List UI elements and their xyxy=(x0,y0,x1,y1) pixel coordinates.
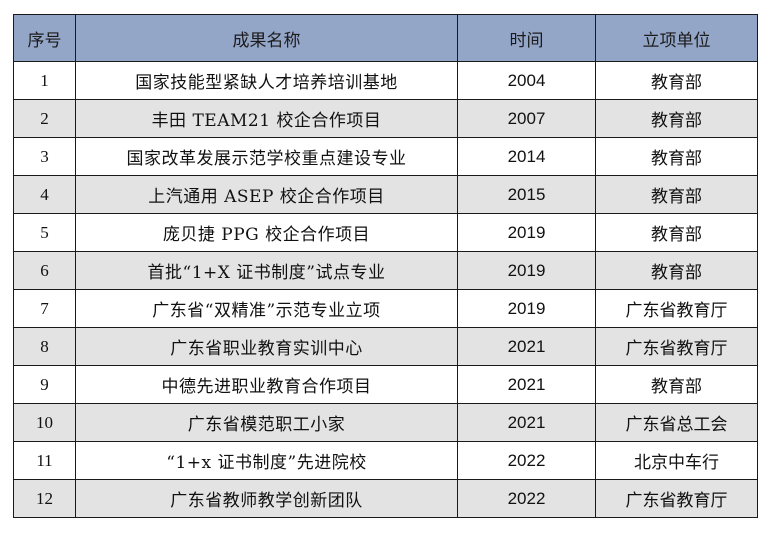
cell-approving-unit: 教育部 xyxy=(595,213,758,252)
cell-year: 2021 xyxy=(457,365,596,404)
cell-serial-number: 5 xyxy=(13,213,76,252)
table-row: 8 广东省职业教育实训中心 2021 广东省教育厅 xyxy=(13,327,758,366)
cell-achievement-name: “1+x 证书制度”先进院校 xyxy=(75,441,458,480)
cell-year: 2021 xyxy=(457,403,596,442)
cell-year: 2019 xyxy=(457,289,596,328)
table-header: 序号 成果名称 时间 立项单位 xyxy=(13,14,758,62)
cell-serial-number: 2 xyxy=(13,99,76,138)
table-row: 11 “1+x 证书制度”先进院校 2022 北京中车行 xyxy=(13,441,758,480)
cell-serial-number: 3 xyxy=(13,137,76,176)
table-row: 4 上汽通用 ASEP 校企合作项目 2015 教育部 xyxy=(13,175,758,214)
achievements-table: 序号 成果名称 时间 立项单位 1 国家技能型紧缺人才培养培训基地 2004 教育部 2… xyxy=(13,14,758,518)
cell-achievement-name: 庞贝捷 PPG 校企合作项目 xyxy=(75,213,458,252)
cell-achievement-name: 广东省职业教育实训中心 xyxy=(75,327,458,366)
cell-approving-unit: 教育部 xyxy=(595,175,758,214)
table-row: 5 庞贝捷 PPG 校企合作项目 2019 教育部 xyxy=(13,213,758,252)
cell-approving-unit: 教育部 xyxy=(595,99,758,138)
table-row: 7 广东省“双精准”示范专业立项 2019 广东省教育厅 xyxy=(13,289,758,328)
header-approving-unit: 立项单位 xyxy=(595,14,758,62)
cell-year: 2021 xyxy=(457,327,596,366)
cell-year: 2014 xyxy=(457,137,596,176)
cell-serial-number: 4 xyxy=(13,175,76,214)
cell-achievement-name: 丰田 TEAM21 校企合作项目 xyxy=(75,99,458,138)
table-row: 9 中德先进职业教育合作项目 2021 教育部 xyxy=(13,365,758,404)
cell-serial-number: 12 xyxy=(13,479,76,518)
table-row: 2 丰田 TEAM21 校企合作项目 2007 教育部 xyxy=(13,99,758,138)
table-row: 12 广东省教师教学创新团队 2022 广东省教育厅 xyxy=(13,479,758,518)
cell-serial-number: 10 xyxy=(13,403,76,442)
cell-year: 2019 xyxy=(457,251,596,290)
cell-year: 2015 xyxy=(457,175,596,214)
cell-approving-unit: 教育部 xyxy=(595,137,758,176)
table-row: 10 广东省模范职工小家 2021 广东省总工会 xyxy=(13,403,758,442)
header-serial-number: 序号 xyxy=(13,14,76,62)
table-body: 1 国家技能型紧缺人才培养培训基地 2004 教育部 2 丰田 TEAM21 校企合作项目… xyxy=(13,61,758,518)
cell-approving-unit: 教育部 xyxy=(595,61,758,100)
cell-achievement-name: 国家技能型紧缺人才培养培训基地 xyxy=(75,61,458,100)
table-row: 3 国家改革发展示范学校重点建设专业 2014 教育部 xyxy=(13,137,758,176)
cell-serial-number: 6 xyxy=(13,251,76,290)
cell-achievement-name: 广东省“双精准”示范专业立项 xyxy=(75,289,458,328)
cell-achievement-name: 上汽通用 ASEP 校企合作项目 xyxy=(75,175,458,214)
cell-achievement-name: 首批“1+X 证书制度”试点专业 xyxy=(75,251,458,290)
cell-serial-number: 11 xyxy=(13,441,76,480)
table-row: 1 国家技能型紧缺人才培养培训基地 2004 教育部 xyxy=(13,61,758,100)
cell-achievement-name: 中德先进职业教育合作项目 xyxy=(75,365,458,404)
cell-approving-unit: 北京中车行 xyxy=(595,441,758,480)
cell-achievement-name: 广东省模范职工小家 xyxy=(75,403,458,442)
cell-approving-unit: 广东省教育厅 xyxy=(595,479,758,518)
cell-serial-number: 8 xyxy=(13,327,76,366)
cell-serial-number: 1 xyxy=(13,61,76,100)
cell-serial-number: 7 xyxy=(13,289,76,328)
cell-achievement-name: 广东省教师教学创新团队 xyxy=(75,479,458,518)
cell-approving-unit: 广东省教育厅 xyxy=(595,327,758,366)
cell-approving-unit: 广东省总工会 xyxy=(595,403,758,442)
cell-achievement-name: 国家改革发展示范学校重点建设专业 xyxy=(75,137,458,176)
cell-serial-number: 9 xyxy=(13,365,76,404)
cell-approving-unit: 教育部 xyxy=(595,365,758,404)
cell-year: 2007 xyxy=(457,99,596,138)
cell-approving-unit: 教育部 xyxy=(595,251,758,290)
cell-approving-unit: 广东省教育厅 xyxy=(595,289,758,328)
cell-year: 2004 xyxy=(457,61,596,100)
table-row: 6 首批“1+X 证书制度”试点专业 2019 教育部 xyxy=(13,251,758,290)
header-year: 时间 xyxy=(457,14,596,62)
cell-year: 2022 xyxy=(457,441,596,480)
cell-year: 2019 xyxy=(457,213,596,252)
header-row: 序号 成果名称 时间 立项单位 xyxy=(13,14,758,62)
header-achievement-name: 成果名称 xyxy=(75,14,458,62)
cell-year: 2022 xyxy=(457,479,596,518)
